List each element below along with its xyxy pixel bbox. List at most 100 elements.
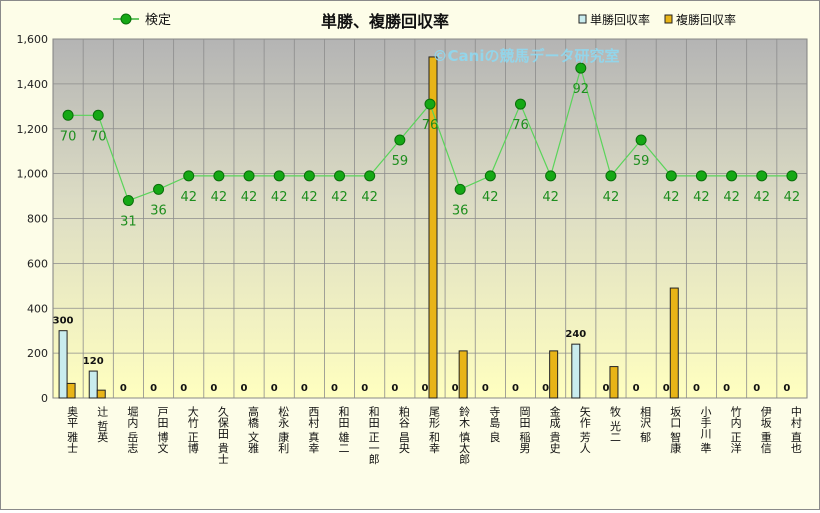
point-kentei [786, 170, 798, 182]
bar-fukusho [609, 366, 619, 399]
bar-fukusho [66, 382, 76, 399]
bar-data-label: 0 [422, 383, 429, 394]
point-data-label: 36 [150, 203, 167, 218]
legend-kentei: 検定 [113, 13, 171, 28]
bar-data-label: 0 [331, 383, 338, 394]
y-tick-label: 400 [27, 302, 48, 315]
x-tick-label: 竹内 正洋 [729, 405, 742, 454]
point-data-label: 42 [663, 190, 680, 205]
legend-swatch [578, 14, 587, 24]
bar-data-label: 0 [301, 383, 308, 394]
bar-data-label: 0 [482, 383, 489, 394]
bar-data-label: 0 [783, 383, 790, 394]
point-kentei [454, 183, 466, 195]
point-data-label: 42 [482, 190, 499, 205]
legend-marker [120, 13, 132, 25]
x-tick-label: 和田 雄二 [337, 406, 350, 454]
bar-fukusho [669, 287, 679, 399]
x-tick-label: 牧 光二 [608, 405, 621, 443]
bar-data-label: 0 [542, 383, 549, 394]
y-tick-label: 1,200 [17, 123, 49, 136]
point-kentei [92, 109, 104, 121]
x-tick-label: 小手川 準 [699, 406, 712, 454]
legend-fukusho: 複勝回収率 [664, 12, 736, 27]
bar-fukusho [96, 389, 106, 399]
point-kentei [183, 170, 195, 182]
point-kentei [575, 62, 587, 74]
bar-tansho [58, 330, 68, 399]
point-kentei [665, 170, 677, 182]
point-kentei [364, 170, 376, 182]
point-data-label: 70 [90, 129, 107, 144]
point-data-label: 42 [331, 190, 348, 205]
point-kentei [424, 98, 436, 110]
bar-data-label: 240 [565, 329, 586, 340]
x-tick-label: 戸田 博文 [156, 406, 169, 454]
point-kentei [484, 170, 496, 182]
legend-label: 単勝回収率 [590, 12, 650, 27]
y-tick-label: 0 [41, 392, 48, 405]
point-kentei [756, 170, 768, 182]
x-tick-label: 矢作 芳人 [578, 405, 591, 454]
point-kentei [635, 134, 647, 146]
bar-data-label: 0 [271, 383, 278, 394]
point-data-label: 42 [723, 190, 740, 205]
point-data-label: 42 [271, 190, 288, 205]
x-tick-label: 西村 真幸 [307, 406, 320, 454]
x-tick-label: 粕谷 昌央 [397, 405, 410, 454]
x-tick-label: 寺島 良 [488, 406, 501, 443]
point-data-label: 59 [633, 154, 650, 169]
point-data-label: 42 [542, 190, 559, 205]
x-tick-label: 久保田 貴士 [216, 406, 229, 465]
y-tick-label: 200 [27, 347, 48, 360]
x-tick-label: 尾形 和幸 [428, 406, 441, 454]
legend-swatch [664, 14, 673, 24]
bar-data-label: 300 [53, 316, 74, 327]
point-kentei [605, 170, 617, 182]
bar-data-label: 0 [602, 383, 609, 394]
legend-tansho: 単勝回収率 [578, 12, 650, 27]
y-tick-label: 800 [27, 213, 48, 226]
x-tick-label: 辻 哲英 [96, 405, 109, 443]
y-tick-label: 600 [27, 257, 48, 270]
point-data-label: 42 [301, 190, 318, 205]
point-kentei [153, 183, 165, 195]
x-tick-label: 中村 直也 [789, 406, 802, 454]
x-tick-label: 岡田 稲男 [518, 406, 531, 454]
y-tick-label: 1,400 [17, 78, 49, 91]
bar-tansho [571, 343, 581, 399]
bar-data-label: 0 [391, 383, 398, 394]
point-data-label: 42 [603, 190, 620, 205]
chart-title: 単勝、複勝回収率 [321, 12, 449, 31]
point-kentei [213, 170, 225, 182]
x-tick-label: 鈴木 慎太郎 [458, 405, 471, 465]
x-tick-label: 相沢 郁 [639, 406, 652, 443]
point-data-label: 42 [241, 190, 258, 205]
point-kentei [243, 170, 255, 182]
x-tick-label: 堀内 岳志 [126, 406, 139, 454]
x-tick-label: 金成 貴史 [548, 405, 561, 454]
point-data-label: 42 [361, 190, 378, 205]
point-data-label: 42 [753, 190, 770, 205]
point-kentei [695, 170, 707, 182]
bar-fukusho [549, 350, 559, 399]
point-kentei [394, 134, 406, 146]
point-data-label: 92 [573, 82, 590, 97]
x-tick-label: 高橋 文雅 [247, 405, 260, 454]
point-kentei [545, 170, 557, 182]
x-tick-label: 和田 正一郎 [367, 406, 380, 465]
x-tick-label: 松永 康利 [277, 405, 290, 454]
bar-tansho [88, 370, 98, 399]
point-kentei [303, 170, 315, 182]
bar-fukusho [458, 350, 468, 399]
legend-label: 複勝回収率 [676, 12, 736, 27]
bar-data-label: 0 [241, 383, 248, 394]
x-tick-label: 伊坂 重信 [759, 406, 772, 454]
x-tick-label: 大竹 正博 [186, 405, 199, 454]
point-data-label: 76 [512, 118, 529, 133]
point-data-label: 42 [693, 190, 710, 205]
y-tick-label: 1,000 [17, 168, 49, 181]
point-kentei [726, 170, 738, 182]
bar-fukusho [428, 56, 438, 399]
